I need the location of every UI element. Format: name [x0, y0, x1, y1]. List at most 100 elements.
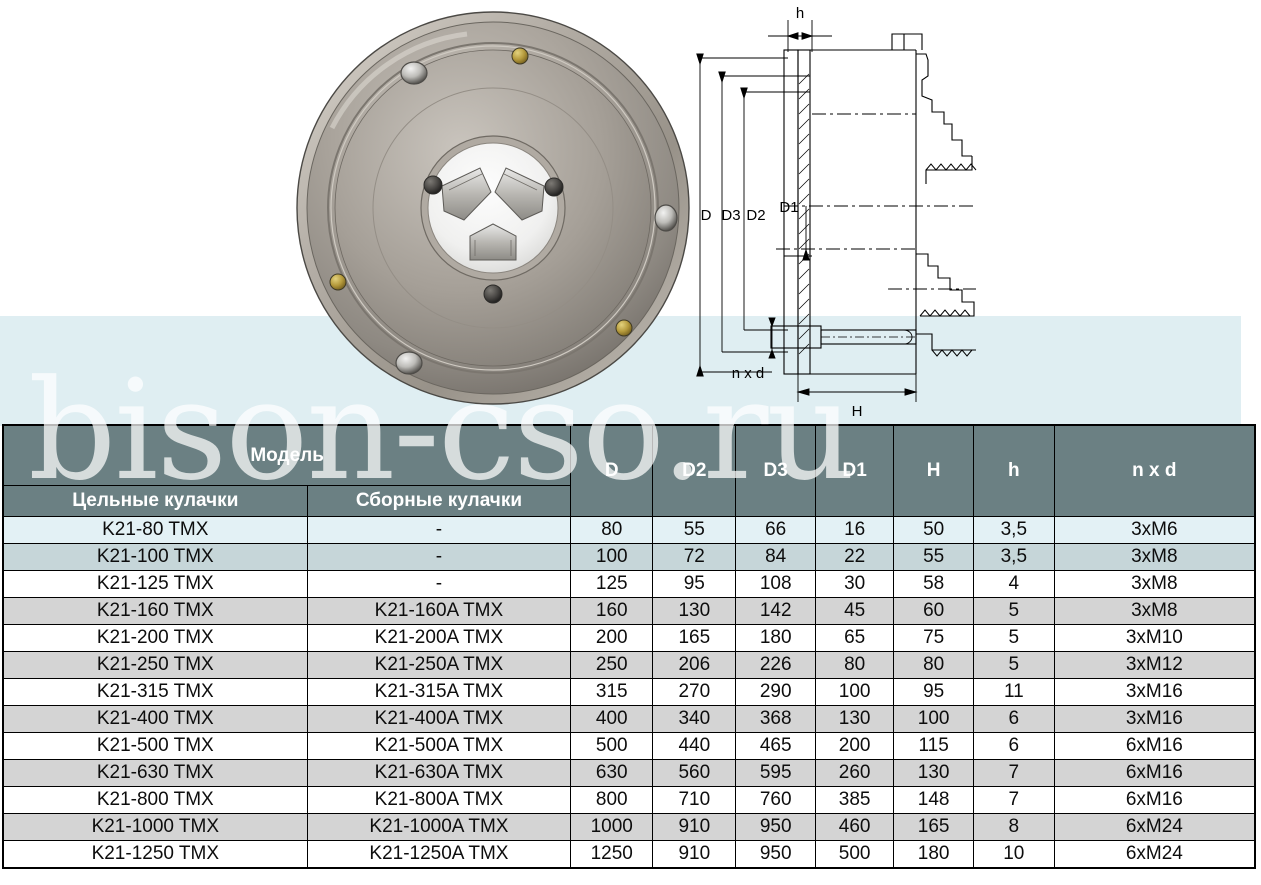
cell-nxd: 3xM12	[1053, 651, 1256, 679]
cell-D: 200	[570, 624, 654, 652]
cell-D: 100	[570, 543, 654, 571]
cell-D: 250	[570, 651, 654, 679]
cell-assembled: -	[306, 543, 572, 571]
cell-nxd: 3xM16	[1053, 678, 1256, 706]
drawing-label-h: h	[796, 5, 804, 22]
cell-solid: K21-80 TMX	[2, 516, 308, 544]
cell-solid: K21-1250 TMX	[2, 840, 308, 869]
header-h: h	[972, 424, 1055, 517]
cell-solid: K21-200 TMX	[2, 624, 308, 652]
product-photo	[292, 8, 694, 408]
cell-D3: 66	[735, 516, 816, 544]
table-row: K21-125 TMX -125 95 108 30 58 4 3xM8	[2, 570, 1256, 598]
cell-D2: 165	[652, 624, 737, 652]
cell-h: 6	[972, 732, 1055, 760]
cell-H: 60	[893, 597, 974, 625]
technical-drawing: h D D3 D2 D1	[676, 4, 996, 424]
cell-D1: 45	[814, 597, 895, 625]
cell-D1: 100	[814, 678, 895, 706]
cell-nxd: 6xM24	[1053, 840, 1256, 869]
cell-solid: K21-500 TMX	[2, 732, 308, 760]
cell-assembled: K21-315A TMX	[306, 678, 572, 706]
table-row: K21-160 TMX K21-160A TMX 160 130 142 45 60 5 3xM…	[2, 597, 1256, 625]
cell-H: 100	[893, 705, 974, 733]
cell-h: 5	[972, 624, 1055, 652]
table-row: K21-500 TMX K21-500A TMX 500 440 465 200 115 6 6…	[2, 732, 1256, 760]
header-D2: D2	[652, 424, 737, 517]
cell-assembled: K21-250A TMX	[306, 651, 572, 679]
cell-solid: K21-400 TMX	[2, 705, 308, 733]
drawing-label-D2: D2	[746, 207, 765, 224]
cell-D2: 130	[652, 597, 737, 625]
cell-nxd: 3xM8	[1053, 597, 1256, 625]
cell-H: 148	[893, 786, 974, 814]
cell-D: 400	[570, 705, 654, 733]
drawing-label-D3: D3	[721, 207, 740, 224]
cell-nxd: 3xM16	[1053, 705, 1256, 733]
cell-nxd: 3xM6	[1053, 516, 1256, 544]
cell-assembled: K21-800A TMX	[306, 786, 572, 814]
cell-h: 3,5	[972, 516, 1055, 544]
header-model: Модель	[2, 424, 572, 486]
table-row: K21-800 TMX K21-800A TMX 800 710 760 385 148 7 6…	[2, 786, 1256, 814]
cell-D2: 206	[652, 651, 737, 679]
cell-D3: 226	[735, 651, 816, 679]
cell-H: 95	[893, 678, 974, 706]
cell-H: 80	[893, 651, 974, 679]
header-D: D	[570, 424, 654, 517]
cell-D3: 950	[735, 813, 816, 841]
drawing-label-nxd: n x d	[732, 365, 765, 382]
header-solid-jaws: Цельные кулачки	[2, 485, 308, 517]
cell-D1: 200	[814, 732, 895, 760]
cell-H: 50	[893, 516, 974, 544]
table-row: K21-1000 TMX K21-1000A TMX 1000 910 950 460 16…	[2, 813, 1256, 841]
cell-D2: 270	[652, 678, 737, 706]
cell-h: 11	[972, 678, 1055, 706]
cell-solid: K21-250 TMX	[2, 651, 308, 679]
cell-D: 1000	[570, 813, 654, 841]
cell-D3: 108	[735, 570, 816, 598]
table-row: K21-400 TMX K21-400A TMX 400 340 368 130 100 6 3…	[2, 705, 1256, 733]
cell-D2: 72	[652, 543, 737, 571]
cell-D: 80	[570, 516, 654, 544]
specification-table: Модель D D2 D3 D1 H h n x d Цельные кула…	[2, 424, 1256, 869]
cell-assembled: -	[306, 570, 572, 598]
cell-D3: 84	[735, 543, 816, 571]
cell-D1: 30	[814, 570, 895, 598]
cell-nxd: 6xM16	[1053, 759, 1256, 787]
drawing-label-H: H	[852, 403, 863, 420]
cell-D: 1250	[570, 840, 654, 869]
cell-solid: K21-125 TMX	[2, 570, 308, 598]
cell-D1: 22	[814, 543, 895, 571]
cell-D3: 142	[735, 597, 816, 625]
cell-nxd: 3xM8	[1053, 570, 1256, 598]
header-H: H	[893, 424, 974, 517]
cell-h: 7	[972, 759, 1055, 787]
cell-D: 315	[570, 678, 654, 706]
table-row: K21-200 TMX K21-200A TMX 200 165 180 65 75 5 3xM…	[2, 624, 1256, 652]
cell-D1: 65	[814, 624, 895, 652]
table-row: K21-1250 TMX K21-1250A TMX 1250 910 950 500 18…	[2, 840, 1256, 869]
cell-D: 160	[570, 597, 654, 625]
cell-H: 165	[893, 813, 974, 841]
cell-D1: 500	[814, 840, 895, 869]
cell-H: 58	[893, 570, 974, 598]
cell-solid: K21-800 TMX	[2, 786, 308, 814]
cell-D2: 440	[652, 732, 737, 760]
cell-h: 6	[972, 705, 1055, 733]
table-header: Модель D D2 D3 D1 H h n x d Цельные кула…	[2, 424, 1256, 517]
cell-D2: 910	[652, 813, 737, 841]
cell-assembled: -	[306, 516, 572, 544]
cell-assembled: K21-1000A TMX	[306, 813, 572, 841]
cell-D3: 290	[735, 678, 816, 706]
cell-assembled: K21-400A TMX	[306, 705, 572, 733]
table-row: K21-630 TMX K21-630A TMX 630 560 595 260 130 7 6…	[2, 759, 1256, 787]
cell-D1: 80	[814, 651, 895, 679]
cell-D2: 560	[652, 759, 737, 787]
header-assembled-jaws: Сборные кулачки	[306, 485, 572, 517]
cell-D3: 368	[735, 705, 816, 733]
header-D3: D3	[735, 424, 816, 517]
cell-D3: 950	[735, 840, 816, 869]
table-body: K21-80 TMX -80 55 66 16 50 3,5 3xM6 K21-100 TMX -…	[2, 516, 1256, 869]
cell-nxd: 6xM24	[1053, 813, 1256, 841]
